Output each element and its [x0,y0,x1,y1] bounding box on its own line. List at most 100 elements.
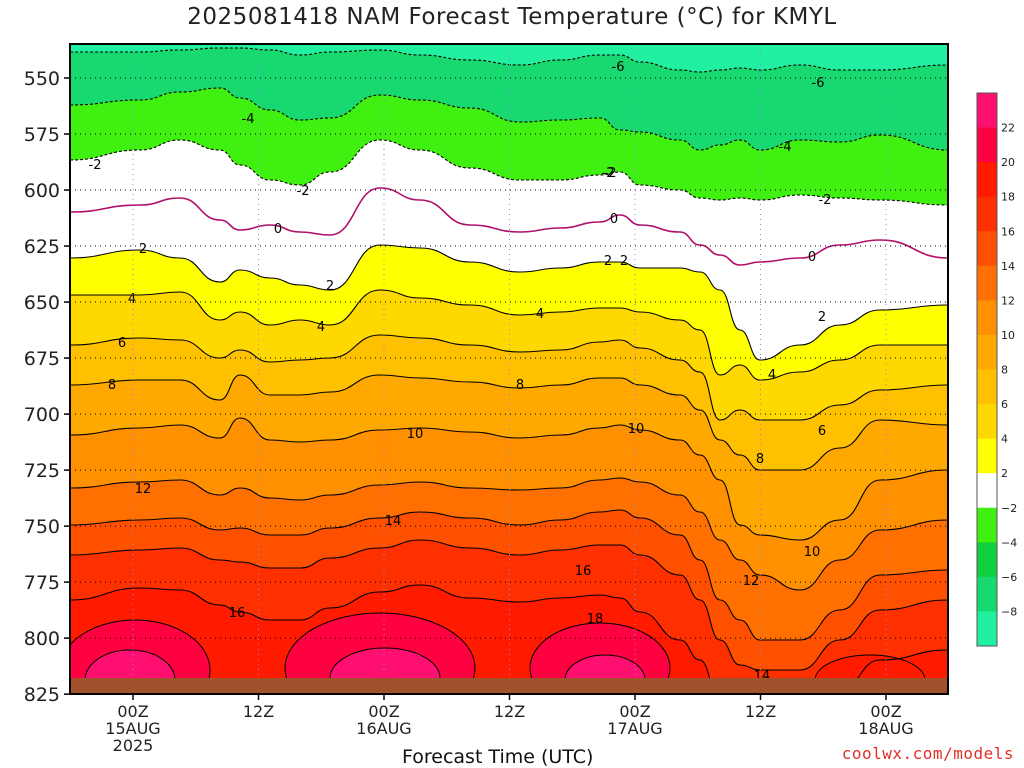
contour-label: -2 [819,193,832,208]
colorbar-segment [977,542,997,578]
contour-band-8 [70,375,948,540]
contour-line--4 [70,87,948,151]
contour-line-12 [70,477,948,591]
colorbar-segment [977,162,997,198]
contour-label: 2 [620,254,628,269]
colorbar-segment [977,231,997,267]
contour-label: 0 [610,212,618,227]
contour-label: 8 [108,378,116,393]
x-tick-label: 00Z [368,702,399,721]
contour-band-10 [70,478,948,640]
x-tick-label: 18AUG [858,719,913,738]
x-tick-label: 00Z [117,702,148,721]
y-tick-label: 825 [24,684,60,706]
contour-label: 18 [587,612,604,627]
contour-label: -6 [812,76,825,91]
colorbar-tick-label: −4 [1001,536,1017,549]
x-tick-label: 12Z [243,702,274,721]
contour-band-5 [70,245,948,380]
contour-label: 2 [139,242,147,257]
colorbar-segment [977,438,997,474]
warm-core-3 [329,647,441,678]
warm-core-5 [564,654,646,678]
contour-label: 2 [326,279,334,294]
warm-core-1 [84,649,176,678]
colorbar-segment [977,576,997,612]
contour-label: 14 [385,514,402,529]
contour-label: 10 [407,427,424,442]
colorbar-segment [977,507,997,543]
contour-line-18 [70,584,948,678]
contour-label: 16 [575,564,592,579]
x-tick-label: 15AUG [105,719,160,738]
colorbar-segment [977,369,997,405]
y-tick-label: 600 [24,180,60,202]
x-tick-label: 12Z [494,702,525,721]
contour-label: 10 [804,545,821,560]
colorbar-segment [977,473,997,509]
contour-label: 6 [118,336,126,351]
x-tick-label: 16AUG [356,719,411,738]
colorbar-tick-label: 12 [1001,294,1015,307]
contour-label: 0 [808,250,816,265]
x-tick-label: 2025 [113,736,154,755]
contour-band-3 [70,140,948,265]
colorbar-segment [977,127,997,163]
colorbar-tick-label: 22 [1001,122,1015,135]
contour-label: -6 [612,60,625,75]
colorbar-tick-label: 8 [1001,364,1008,377]
contour-line-14 [70,509,948,641]
colorbar-tick-label: 4 [1001,433,1008,446]
contour-label: 16 [229,606,246,621]
y-tick-label: 550 [24,68,60,90]
contour-label: 8 [516,378,524,393]
colorbar-tick-label: −8 [1001,605,1017,618]
contour-label: -2 [604,166,617,181]
contour-band-0 [70,44,948,72]
colorbar-segment [977,300,997,336]
contour-line-16 [70,539,948,671]
contour-line-0 [70,187,948,266]
colorbar-segment [977,196,997,232]
ground-surface [70,678,948,694]
contour-band-11 [70,510,948,670]
colorbar-tick-label: 10 [1001,329,1015,342]
contour-band-2 [70,88,948,205]
colorbar-segment [977,265,997,301]
chart-title: 2025081418 NAM Forecast Temperature (°C)… [187,4,837,30]
colorbar-tick-label: 20 [1001,156,1015,169]
contour-band-12 [70,540,948,678]
contour-label: 12 [743,574,760,589]
colorbar-tick-label: −6 [1001,571,1017,584]
colorbar-segment [977,611,997,647]
filled-contours: -6-6-4-4-2-2-2-2-20002222244446688810101… [70,44,948,678]
colorbar-tick-label: −2 [1001,502,1017,515]
colorbar: 22 20 18 16 14 12 10 8 6 4 2 −2 −4 −6 −8 [976,92,1017,647]
contour-label: 4 [536,307,544,322]
y-tick-label: 700 [24,404,60,426]
contour-label: 10 [628,422,645,437]
colorbar-tick-label: 2 [1001,467,1008,480]
x-tick-label: 00Z [619,702,650,721]
contour-label: 12 [135,482,152,497]
grid [70,44,948,695]
colorbar-segment [977,334,997,370]
colorbar-segment [977,93,997,129]
contour-label: -2 [602,166,615,181]
contour-label: 4 [128,292,136,307]
x-axis-label: Forecast Time (UTC) [402,746,594,768]
contour-label: 2 [818,310,826,325]
contour-label: -2 [89,158,102,173]
colorbar-tick-label: 16 [1001,225,1015,238]
warm-core-6 [814,654,926,678]
contour-label: 2 [604,254,612,269]
y-tick-label: 725 [24,460,60,482]
colorbar-frame [976,92,998,647]
y-tick-label: 775 [24,572,60,594]
contour-label: 4 [768,368,776,383]
contour-label: 0 [274,222,282,237]
contour-line-10 [70,417,948,541]
credit-link[interactable]: coolwx.com/models [841,744,1014,763]
y-tick-label: 625 [24,236,60,258]
